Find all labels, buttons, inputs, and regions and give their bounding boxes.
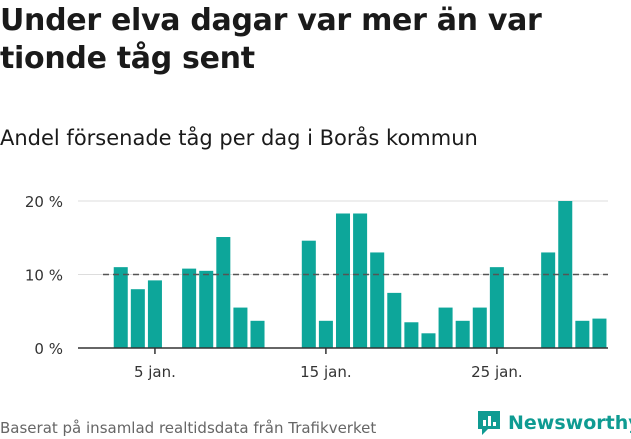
bar	[318, 320, 333, 348]
bar	[592, 318, 607, 348]
bar	[199, 270, 214, 348]
x-tick-label: 15 jan.	[300, 363, 352, 381]
bar	[575, 320, 590, 348]
logo-text: Newsworthy	[508, 412, 631, 434]
newsworthy-logo[interactable]: Newsworthy	[476, 409, 631, 437]
newsworthy-logo-icon	[478, 411, 500, 435]
bar	[130, 289, 145, 348]
y-tick-label: 0 %	[34, 340, 63, 358]
bar	[113, 267, 128, 348]
source-note: Baserat på insamlad realtidsdata från Tr…	[0, 419, 377, 437]
bar	[233, 307, 248, 348]
chart-subtitle: Andel försenade tåg per dag i Borås komm…	[0, 126, 478, 150]
bar	[438, 307, 453, 348]
bar	[421, 333, 436, 348]
y-tick-label: 20 %	[25, 193, 63, 211]
x-tick-label: 5 jan.	[134, 363, 176, 381]
bar	[301, 240, 316, 348]
bar	[370, 252, 385, 348]
chart-title: Under elva dagar var mer än var tionde t…	[0, 3, 542, 76]
bar	[472, 307, 487, 348]
y-tick-label: 10 %	[25, 267, 63, 285]
bar	[387, 292, 402, 348]
bar	[541, 252, 556, 348]
bar	[489, 267, 504, 348]
bar	[335, 213, 351, 348]
bar	[455, 320, 470, 348]
bar	[404, 322, 419, 348]
bar	[353, 213, 368, 348]
bar-chart: 0 % 10 % 20 % 5 jan. 15 jan. 25 jan.	[25, 193, 608, 381]
bar	[182, 268, 197, 348]
x-tick-label: 25 jan.	[471, 363, 523, 381]
bar	[250, 320, 265, 348]
bar	[216, 237, 231, 348]
bar	[147, 280, 162, 348]
